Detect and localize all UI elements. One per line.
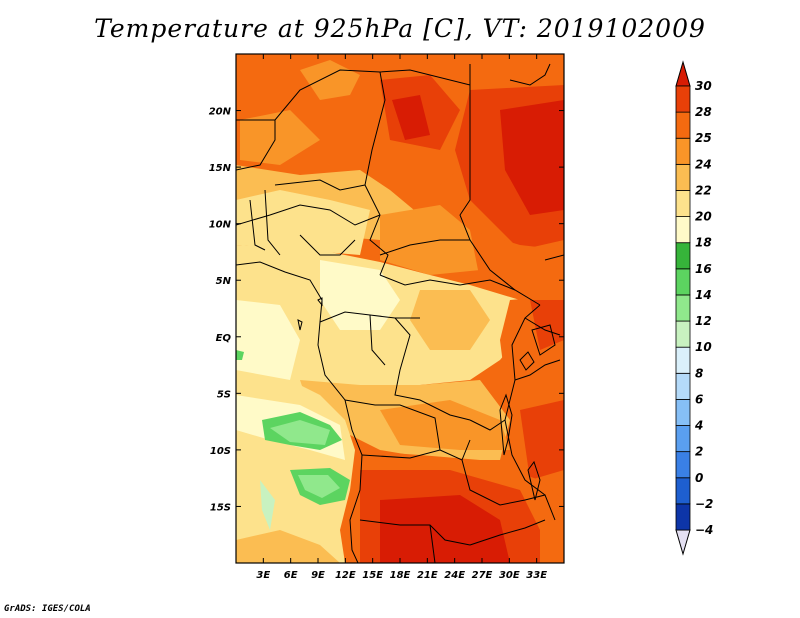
colorbar-swatch <box>675 216 691 244</box>
colorbar-label: 2 <box>695 445 703 459</box>
colorbar-label: −2 <box>695 497 713 511</box>
lat-tick-label: 10N <box>209 220 232 231</box>
colorbar-swatch <box>675 163 691 191</box>
colorbar-swatch <box>675 242 691 270</box>
colorbar-label: 22 <box>695 183 712 197</box>
colorbar-label: 6 <box>695 392 703 406</box>
colorbar-label: 8 <box>695 366 703 380</box>
credit-text: GrADS: IGES/COLA <box>4 604 91 614</box>
map-axes: 3E 6E 9E 12E 15E 18E 21E 24E 27E 30E 33E 20N 15N 10N 5… <box>209 54 564 581</box>
colorbar-swatch <box>675 111 691 139</box>
colorbar-label: 28 <box>695 105 712 119</box>
colorbar-label: 24 <box>695 157 712 171</box>
lon-tick-label: 27E <box>472 570 493 581</box>
colorbar-label: 4 <box>694 419 703 433</box>
colorbar-swatch <box>675 451 691 479</box>
lon-tick-label: 12E <box>335 570 356 581</box>
colorbar-label: 16 <box>695 262 712 276</box>
colorbar-swatch <box>675 399 691 426</box>
colorbar-swatch <box>675 85 691 113</box>
colorbar-label: 14 <box>695 288 712 302</box>
map-title: Temperature at 925hPa [C], VT: 201910200… <box>94 14 706 43</box>
lon-tick-label: 15E <box>362 570 383 581</box>
lat-tick-label: 15N <box>209 163 232 174</box>
lat-tick-label: 5S <box>217 389 231 400</box>
lon-tick-label: 9E <box>311 570 325 581</box>
colorbar-swatch <box>675 190 691 217</box>
lat-tick-label: 5N <box>216 276 232 287</box>
colorbar-low-extension <box>675 529 691 556</box>
colorbar-label: 12 <box>695 314 712 328</box>
lon-tick-label: 18E <box>390 570 411 581</box>
lat-tick-label: 20N <box>209 107 232 118</box>
colorbar-swatch <box>675 425 691 453</box>
lon-tick-label: 30E <box>499 570 520 581</box>
colorbar-label: 0 <box>695 471 703 485</box>
lon-tick-label: 3E <box>256 570 270 581</box>
lon-tick-label: 24E <box>444 570 465 581</box>
temperature-field <box>236 54 564 563</box>
lon-tick-label: 6E <box>284 570 298 581</box>
lon-tick-label: 33E <box>526 570 547 581</box>
colorbar-label: 10 <box>695 340 712 354</box>
colorbar-swatch <box>675 268 691 296</box>
colorbar-swatch <box>675 346 691 374</box>
colorbar-swatch <box>675 294 691 322</box>
colorbar-high-extension <box>675 60 691 87</box>
lon-tick-label: 21E <box>417 570 438 581</box>
colorbar-swatch <box>675 477 691 505</box>
country-borders <box>236 63 564 563</box>
colorbar-swatch <box>675 320 691 348</box>
colorbar-swatch <box>675 372 691 400</box>
lat-tick-label: EQ <box>216 333 232 344</box>
colorbar-label: 25 <box>695 131 712 145</box>
lat-tick-label: 10S <box>210 446 231 457</box>
colorbar-label: 30 <box>695 79 712 93</box>
colorbar-swatch <box>675 503 691 531</box>
colorbar-label: −4 <box>695 523 713 537</box>
colorbar-label: 20 <box>695 210 712 224</box>
lat-tick-label: 15S <box>210 502 231 513</box>
colorbar-swatch <box>675 137 691 165</box>
colorbar-label: 18 <box>695 236 712 250</box>
